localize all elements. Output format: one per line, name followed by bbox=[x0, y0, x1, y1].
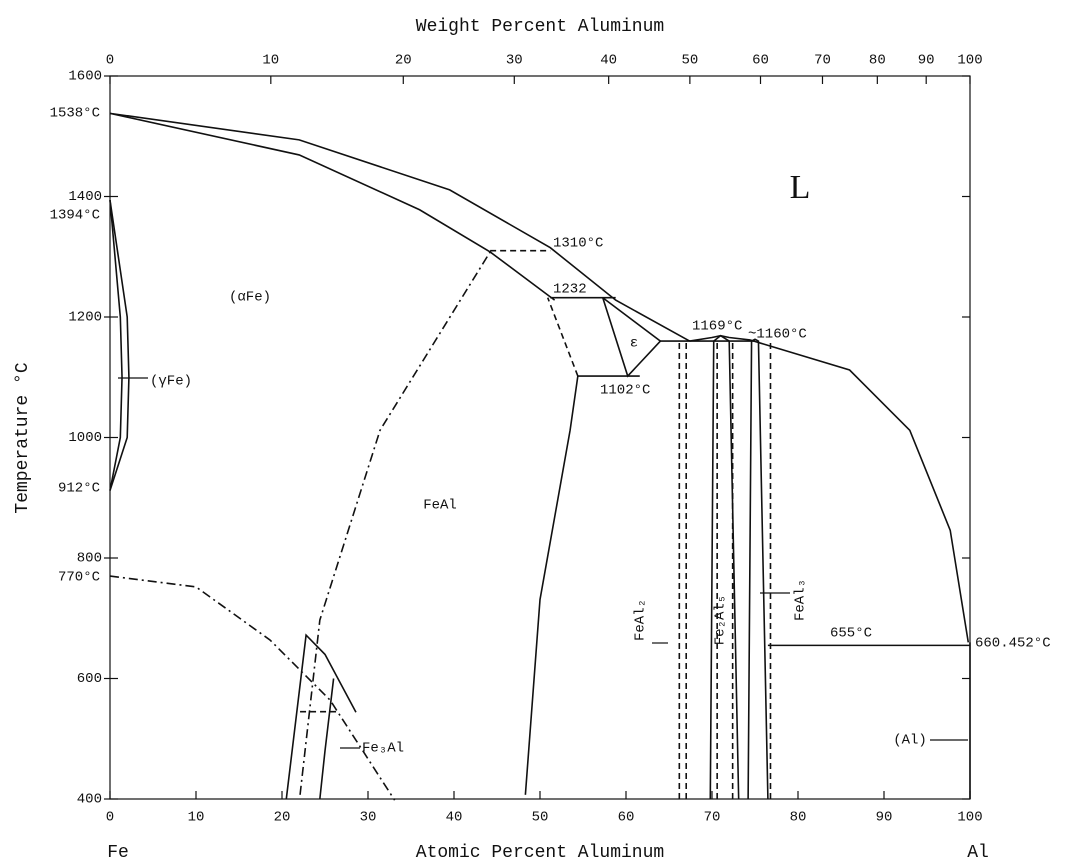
phase-boundary bbox=[690, 336, 969, 643]
annotation: (γFe) bbox=[150, 374, 192, 390]
y-tick-label: 1400 bbox=[68, 189, 102, 205]
y-tick-label: 1000 bbox=[68, 430, 102, 446]
annotation: 660.452°C bbox=[975, 636, 1051, 652]
phase-boundary bbox=[110, 113, 690, 341]
x-tick-label: 70 bbox=[704, 810, 721, 826]
y-tick-label: 1600 bbox=[68, 69, 102, 85]
y-axis-title: Temperature °C bbox=[13, 362, 33, 513]
annotation: FeAl₂ bbox=[633, 599, 649, 641]
top-tick-label: 20 bbox=[395, 53, 412, 69]
top-tick-label: 80 bbox=[869, 53, 886, 69]
x-tick-label: 90 bbox=[876, 810, 893, 826]
phase-boundary bbox=[710, 336, 738, 799]
x-axis-title: Atomic Percent Aluminum bbox=[416, 843, 664, 863]
y-tick-label: 800 bbox=[77, 551, 102, 567]
top-tick-label: 70 bbox=[814, 53, 831, 69]
phase-boundary bbox=[110, 113, 555, 300]
x-tick-label: 100 bbox=[957, 810, 982, 826]
x-tick-label: 10 bbox=[188, 810, 205, 826]
page: {"chart_data":{"type":"phase-diagram", "… bbox=[0, 0, 1074, 864]
annotation: 912°C bbox=[58, 481, 100, 497]
annotation: 1102°C bbox=[600, 383, 650, 399]
phase-boundary bbox=[320, 679, 334, 800]
annotation: (αFe) bbox=[229, 290, 271, 306]
annotation: 655°C bbox=[830, 626, 872, 642]
plot-frame bbox=[110, 76, 970, 799]
top-tick-label: 30 bbox=[506, 53, 523, 69]
top-tick-label: 10 bbox=[262, 53, 279, 69]
x-tick-label: 20 bbox=[274, 810, 291, 826]
x-tick-label: 60 bbox=[618, 810, 635, 826]
end-label: Fe bbox=[107, 843, 129, 863]
phase-boundary bbox=[110, 576, 395, 800]
x-tick-label: 80 bbox=[790, 810, 807, 826]
top-tick-label: 100 bbox=[957, 53, 982, 69]
annotation: ~1160°C bbox=[748, 327, 807, 343]
annotation: 1538°C bbox=[50, 106, 100, 122]
x-tick-label: 40 bbox=[446, 810, 463, 826]
annotation: 770°C bbox=[58, 570, 100, 586]
phase-boundary bbox=[286, 635, 356, 799]
annotation: 1232 bbox=[553, 282, 587, 298]
annotation: Fe₃Al bbox=[362, 741, 404, 757]
annotation: (Al) bbox=[893, 733, 927, 749]
annotation: FeAl₃ bbox=[793, 579, 809, 621]
phase-boundary bbox=[110, 200, 129, 490]
annotation: 1169°C bbox=[692, 319, 742, 335]
top-tick-label: 40 bbox=[600, 53, 617, 69]
end-label: Al bbox=[967, 843, 989, 863]
y-tick-label: 400 bbox=[77, 792, 102, 808]
x-tick-label: 50 bbox=[532, 810, 549, 826]
annotation: 1310°C bbox=[553, 236, 603, 252]
top-tick-label: 60 bbox=[752, 53, 769, 69]
top-tick-label: 90 bbox=[918, 53, 935, 69]
chart: Weight Percent Aluminum Atomic Percent A… bbox=[0, 0, 1074, 864]
y-tick-label: 1200 bbox=[68, 310, 102, 326]
phase-boundary bbox=[300, 252, 490, 795]
phase-boundary bbox=[525, 376, 577, 795]
x-tick-label: 0 bbox=[106, 810, 114, 826]
phase-boundary bbox=[748, 339, 768, 799]
annotation: ε bbox=[630, 336, 638, 352]
annotation: Fe₂Al₅ bbox=[713, 595, 729, 645]
annotation: L bbox=[790, 169, 811, 206]
top-axis-title: Weight Percent Aluminum bbox=[416, 17, 664, 37]
x-tick-label: 30 bbox=[360, 810, 377, 826]
annotation: 1394°C bbox=[50, 208, 100, 224]
phase-boundary bbox=[548, 298, 578, 376]
top-tick-label: 0 bbox=[106, 53, 114, 69]
y-tick-label: 600 bbox=[77, 671, 102, 687]
top-tick-label: 50 bbox=[681, 53, 698, 69]
annotation: FeAl bbox=[423, 498, 457, 514]
